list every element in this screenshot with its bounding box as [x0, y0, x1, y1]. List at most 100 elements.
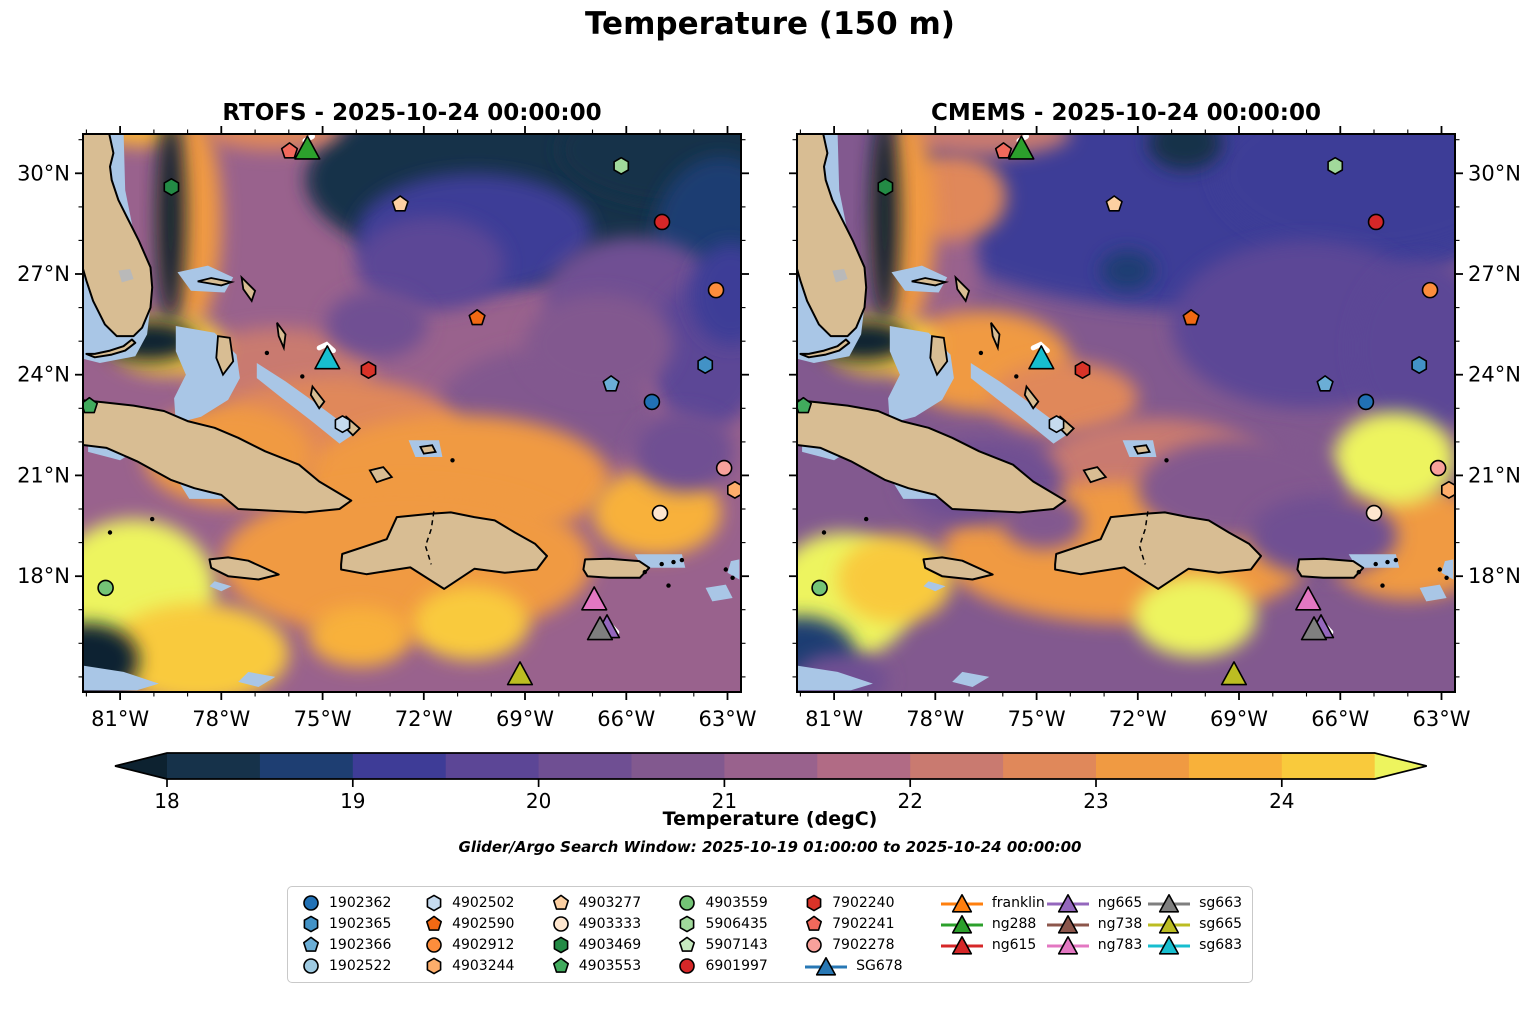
circle-marker-icon: [803, 935, 825, 955]
platform-1902366-marker: [1316, 375, 1334, 392]
lon-tick-label: 75°W: [1008, 707, 1066, 731]
hexagon-marker-icon: [300, 914, 322, 934]
platform-4903277-marker: [1105, 195, 1123, 212]
lat-tick-label: 21°N: [17, 463, 70, 487]
lon-tick-label: 66°W: [1311, 707, 1369, 731]
circle-marker-icon: [300, 956, 322, 976]
colorbar-label: Temperature (degC): [662, 808, 878, 830]
legend-label: 5906435: [705, 915, 768, 932]
legend-item-1902366: 1902366: [300, 934, 423, 955]
lat-tick-label: 24°N: [1468, 363, 1521, 387]
pentagon-marker-icon: [676, 935, 698, 955]
platform-7902241-marker: [280, 142, 299, 159]
legend-label: 4902502: [452, 894, 515, 911]
legend-label: 4903277: [578, 894, 642, 911]
legend-column: ng665 ng738 ng783: [1045, 892, 1146, 955]
legend-item-4902590: 4902590: [423, 913, 550, 934]
platform-4903333-marker: [1365, 504, 1383, 522]
platform-7902278-marker: [715, 459, 733, 477]
legend-label: 4903553: [578, 957, 642, 974]
legend-label: 4902912: [452, 936, 515, 953]
legend-item-ng615: ng615: [939, 934, 1045, 955]
legend-label: 1902522: [329, 957, 392, 974]
search-window-subtitle: Glider/Argo Search Window: 2025-10-19 01…: [458, 838, 1082, 856]
colorbar-tick-label: 18: [154, 789, 179, 813]
triangle-marker-icon: [1045, 914, 1091, 934]
legend-item-4903277: 4903277: [550, 892, 677, 913]
colorbar-tick-label: 22: [897, 789, 922, 813]
colorbar-tick-label: 19: [340, 789, 365, 813]
hexagon-marker-icon: [676, 914, 698, 934]
colorbar: 18 19 20 21 22 23 24: [100, 749, 1440, 813]
platform-4902502-marker: [334, 415, 351, 434]
legend-label: 1902362: [329, 894, 392, 911]
legend-column: 7902240 7902241 7902278 SG678: [803, 892, 939, 976]
platform-7902240-marker: [1074, 361, 1091, 379]
lon-tick-label: 69°W: [1210, 707, 1268, 731]
platform-legend: 1902362 1902365 1902366 1902522 4902502 49025…: [287, 886, 1253, 983]
legend-label: ng665: [1097, 894, 1143, 911]
platform-4903244-marker: [726, 480, 741, 499]
platform-ng783-marker: [1295, 586, 1322, 611]
legend-column: 4902502 4902590 4902912 4903244: [423, 892, 550, 976]
platform-1902362-marker: [1357, 393, 1375, 411]
circle-marker-icon: [676, 893, 698, 913]
legend-label: 1902365: [329, 915, 392, 932]
colorbar-tick-label: 21: [712, 789, 737, 813]
lon-tick-label: 63°W: [699, 707, 757, 731]
platform-sg683-marker: [314, 345, 341, 370]
platform-4903559-marker: [97, 579, 114, 597]
circle-marker-icon: [423, 935, 445, 955]
circle-marker-icon: [676, 956, 698, 976]
legend-column: 1902362 1902365 1902366 1902522: [300, 892, 423, 976]
platform-sg663-marker: [1300, 616, 1328, 641]
colorbar-tick-label: 24: [1269, 789, 1294, 813]
lon-tick-label: 75°W: [294, 707, 352, 731]
legend-column: sg663 sg665 sg683: [1146, 892, 1242, 955]
lat-tick-label: 30°N: [17, 161, 70, 185]
platform-4903244-marker: [1440, 480, 1455, 499]
legend-item-ng738: ng738: [1045, 913, 1146, 934]
legend-item-4902502: 4902502: [423, 892, 550, 913]
legend-item-ng783: ng783: [1045, 934, 1146, 955]
legend-item-4903553: 4903553: [550, 955, 677, 976]
legend-item-7902241: 7902241: [803, 913, 939, 934]
lon-tick-label: 81°W: [805, 707, 863, 731]
legend-item-5907143: 5907143: [676, 934, 803, 955]
legend-item-5906435: 5906435: [676, 913, 803, 934]
platform-ng288-marker: [294, 135, 321, 160]
legend-item-sg683: sg683: [1146, 934, 1242, 955]
platform-4902912-marker: [707, 281, 725, 299]
platform-sg665-marker: [506, 661, 534, 686]
legend-label: 4903559: [705, 894, 768, 911]
legend-item-4903559: 4903559: [676, 892, 803, 913]
legend-column: 4903559 5906435 5907143 6901997: [676, 892, 803, 976]
platform-4902590-marker: [468, 309, 486, 326]
cmems-subplot-title: CMEMS - 2025-10-24 00:00:00: [930, 100, 1322, 126]
legend-label: 6901997: [705, 957, 768, 974]
legend-column: 4903277 4903333 4903469 4903553: [550, 892, 677, 976]
platform-4903333-marker: [651, 504, 669, 522]
platform-6901997-marker: [1367, 213, 1385, 231]
legend-item-4902912: 4902912: [423, 934, 550, 955]
legend-label: 1902366: [329, 936, 392, 953]
legend-label: ng738: [1097, 915, 1143, 932]
legend-column: franklin ng288 ng615: [939, 892, 1045, 955]
platform-ng783-marker: [581, 586, 608, 611]
platform-7902278-marker: [1429, 459, 1447, 477]
triangle-marker-icon: [1146, 935, 1192, 955]
pentagon-marker-icon: [550, 893, 572, 913]
legend-label: ng783: [1097, 936, 1143, 953]
hexagon-marker-icon: [423, 956, 445, 976]
legend-label: 7902240: [832, 894, 895, 911]
cmems-map: 81°W 78°W 75°W 72°W 69°W 66°W 63°W 30°N 27°N 24°N…: [727, 94, 1525, 752]
platform-4902502-marker: [1048, 415, 1065, 434]
platform-4903469-marker: [163, 177, 180, 197]
platform-4903277-marker: [391, 195, 409, 212]
colorbar-tick-label: 23: [1083, 789, 1108, 813]
lon-tick-label: 81°W: [91, 707, 149, 731]
platform-4902912-marker: [1421, 281, 1439, 299]
legend-item-4903244: 4903244: [423, 955, 550, 976]
legend-item-4903469: 4903469: [550, 934, 677, 955]
lat-tick-label: 27°N: [17, 262, 70, 286]
